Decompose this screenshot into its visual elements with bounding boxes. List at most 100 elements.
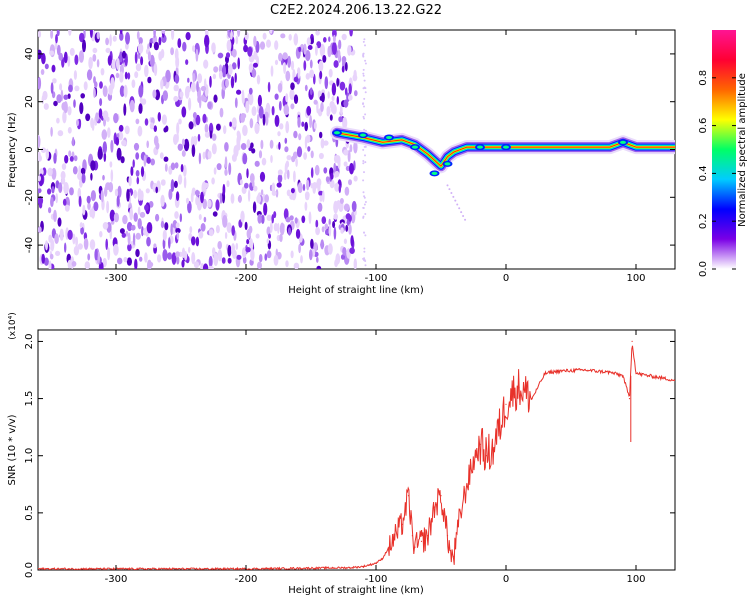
noise-speckle [102, 257, 107, 268]
noise-speckle [38, 30, 42, 38]
noise-speckle [98, 108, 103, 119]
noise-speckle [304, 201, 308, 211]
noise-speckle [312, 182, 317, 194]
noise-speckle [99, 231, 103, 238]
noise-speckle [248, 225, 253, 234]
noise-speckle [241, 89, 245, 103]
y-tick-label: 40 [24, 48, 35, 61]
noise-speckle [109, 34, 112, 47]
noise-speckle [137, 218, 142, 230]
x-tick-label: -100 [365, 574, 388, 585]
noise-speckle [306, 179, 310, 191]
noise-speckle [185, 59, 189, 65]
snr-point [531, 398, 533, 400]
noise-speckle [313, 122, 317, 130]
noise-speckle [235, 242, 239, 250]
noise-speckle [160, 48, 165, 59]
noise-speckle [362, 72, 365, 75]
noise-speckle [288, 34, 292, 41]
noise-speckle [112, 35, 117, 42]
noise-speckle [353, 140, 358, 154]
noise-speckle [349, 144, 353, 153]
noise-speckle [341, 33, 347, 41]
noise-speckle [83, 237, 89, 250]
noise-speckle [290, 250, 294, 259]
noise-speckle [102, 110, 109, 120]
noise-speckle [254, 160, 260, 167]
noise-speckle [287, 55, 291, 68]
noise-speckle [211, 133, 217, 141]
noise-speckle [38, 187, 42, 194]
noise-speckle [83, 81, 88, 91]
noise-speckle [123, 256, 128, 263]
noise-speckle [212, 247, 216, 256]
noise-speckle [138, 103, 143, 114]
noise-speckle [67, 229, 73, 240]
noise-speckle [137, 191, 141, 197]
snr-point [38, 568, 39, 570]
noise-speckle [295, 228, 301, 239]
noise-speckle [310, 167, 314, 179]
noise-speckle [129, 99, 135, 113]
noise-speckle [138, 37, 143, 45]
noise-speckle [278, 141, 281, 150]
noise-speckle [38, 154, 42, 162]
x-tick-label: 100 [626, 273, 645, 284]
noise-speckle [364, 264, 367, 267]
noise-speckle [170, 179, 175, 192]
noise-speckle [48, 234, 53, 243]
noise-speckle [363, 203, 366, 206]
noise-speckle [121, 232, 127, 238]
noise-speckle [189, 226, 193, 234]
noise-speckle [130, 224, 136, 231]
noise-speckle [349, 247, 355, 254]
noise-speckle [320, 102, 324, 113]
noise-speckle [283, 208, 289, 220]
noise-speckle [50, 82, 54, 94]
noise-speckle [73, 155, 78, 162]
snr-point [674, 379, 675, 381]
noise-speckle [362, 162, 365, 165]
noise-speckle [259, 41, 266, 50]
noise-speckle [91, 121, 95, 131]
noise-speckle [102, 222, 109, 230]
noise-speckle [136, 31, 140, 40]
noise-speckle [340, 254, 346, 260]
noise-speckle [364, 154, 366, 157]
noise-speckle [364, 113, 367, 116]
noise-speckle [254, 122, 260, 135]
noise-speckle [364, 62, 367, 65]
noise-speckle [257, 261, 262, 269]
noise-speckle [269, 221, 273, 233]
noise-speckle [309, 249, 313, 261]
signal-trail [448, 188, 451, 191]
noise-speckle [218, 70, 223, 80]
noise-speckle [164, 163, 168, 172]
noise-speckle [252, 201, 257, 213]
noise-speckle [201, 96, 207, 102]
noise-speckle [340, 227, 344, 234]
noise-speckle [222, 215, 228, 228]
noise-speckle [155, 213, 160, 222]
noise-speckle [236, 142, 241, 151]
noise-speckle [119, 228, 125, 234]
colorbar-tick-label: 0.2 [698, 213, 709, 229]
noise-speckle [250, 142, 254, 149]
y-tick-label: 0 [24, 146, 35, 152]
x-tick-label: -100 [365, 273, 388, 284]
noise-speckle [182, 164, 187, 177]
noise-speckle [175, 55, 180, 69]
noise-speckle [74, 85, 80, 92]
noise-speckle [209, 130, 213, 139]
noise-speckle [89, 30, 93, 38]
noise-speckle [208, 265, 214, 269]
noise-speckle [60, 170, 66, 180]
noise-speckle [71, 261, 77, 267]
noise-speckle [321, 226, 325, 233]
noise-speckle [250, 248, 255, 261]
noise-speckle [271, 105, 275, 116]
snr-point [492, 449, 494, 451]
noise-speckle [137, 43, 144, 54]
noise-speckle [300, 255, 303, 264]
noise-speckle [213, 94, 218, 103]
